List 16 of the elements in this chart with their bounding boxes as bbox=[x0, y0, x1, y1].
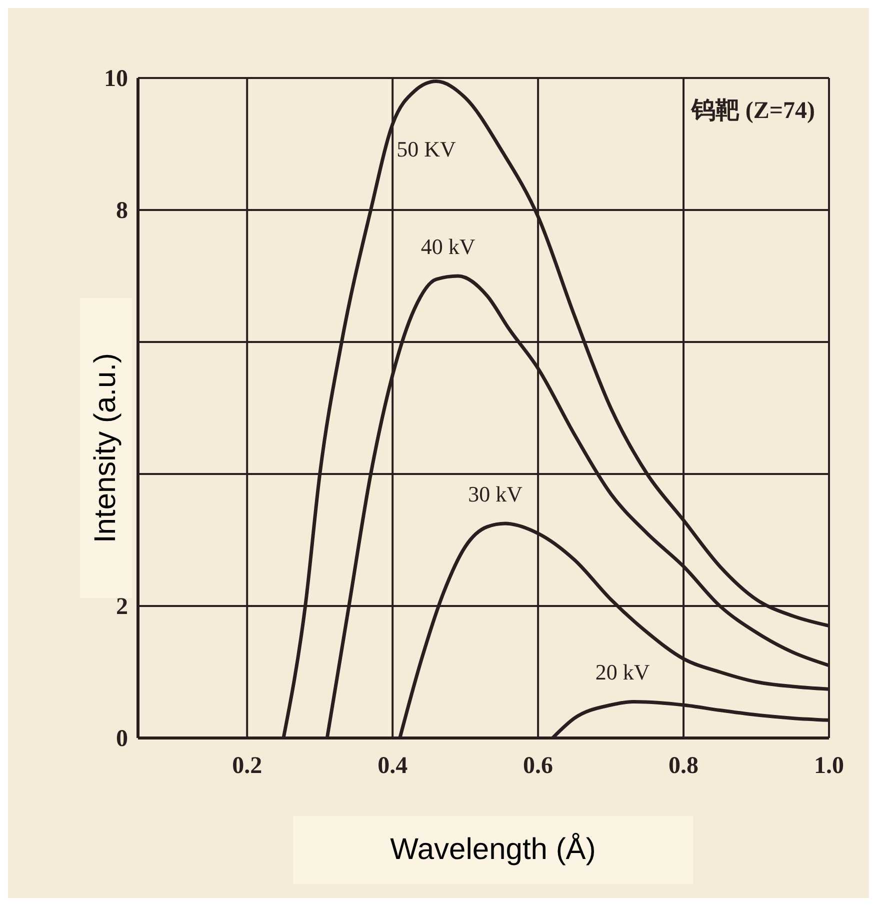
x-tick-label: 0.6 bbox=[523, 753, 554, 780]
series-label: 40 kV bbox=[420, 234, 476, 259]
x-tick-label: 0.8 bbox=[668, 753, 699, 780]
annotation: 钨靶 (Z=74) bbox=[690, 98, 815, 124]
y-tick-label: 8 bbox=[116, 198, 128, 224]
x-tick-label: 0.4 bbox=[378, 753, 408, 780]
x-tick-label: 1.0 bbox=[814, 753, 844, 780]
y-tick-label: 10 bbox=[104, 66, 128, 92]
y-axis-title: Intensity (a.u.) bbox=[89, 352, 123, 544]
y-tick-label: 0 bbox=[116, 726, 128, 752]
series-label: 20 kV bbox=[595, 660, 650, 685]
x-tick-label: 0.2 bbox=[232, 753, 262, 780]
series-label: 30 kV bbox=[468, 482, 523, 506]
x-axis-title: Wavelength (Å) bbox=[293, 816, 693, 884]
y-tick-label: 2 bbox=[116, 594, 128, 620]
series-label: 50 KV bbox=[396, 136, 456, 162]
